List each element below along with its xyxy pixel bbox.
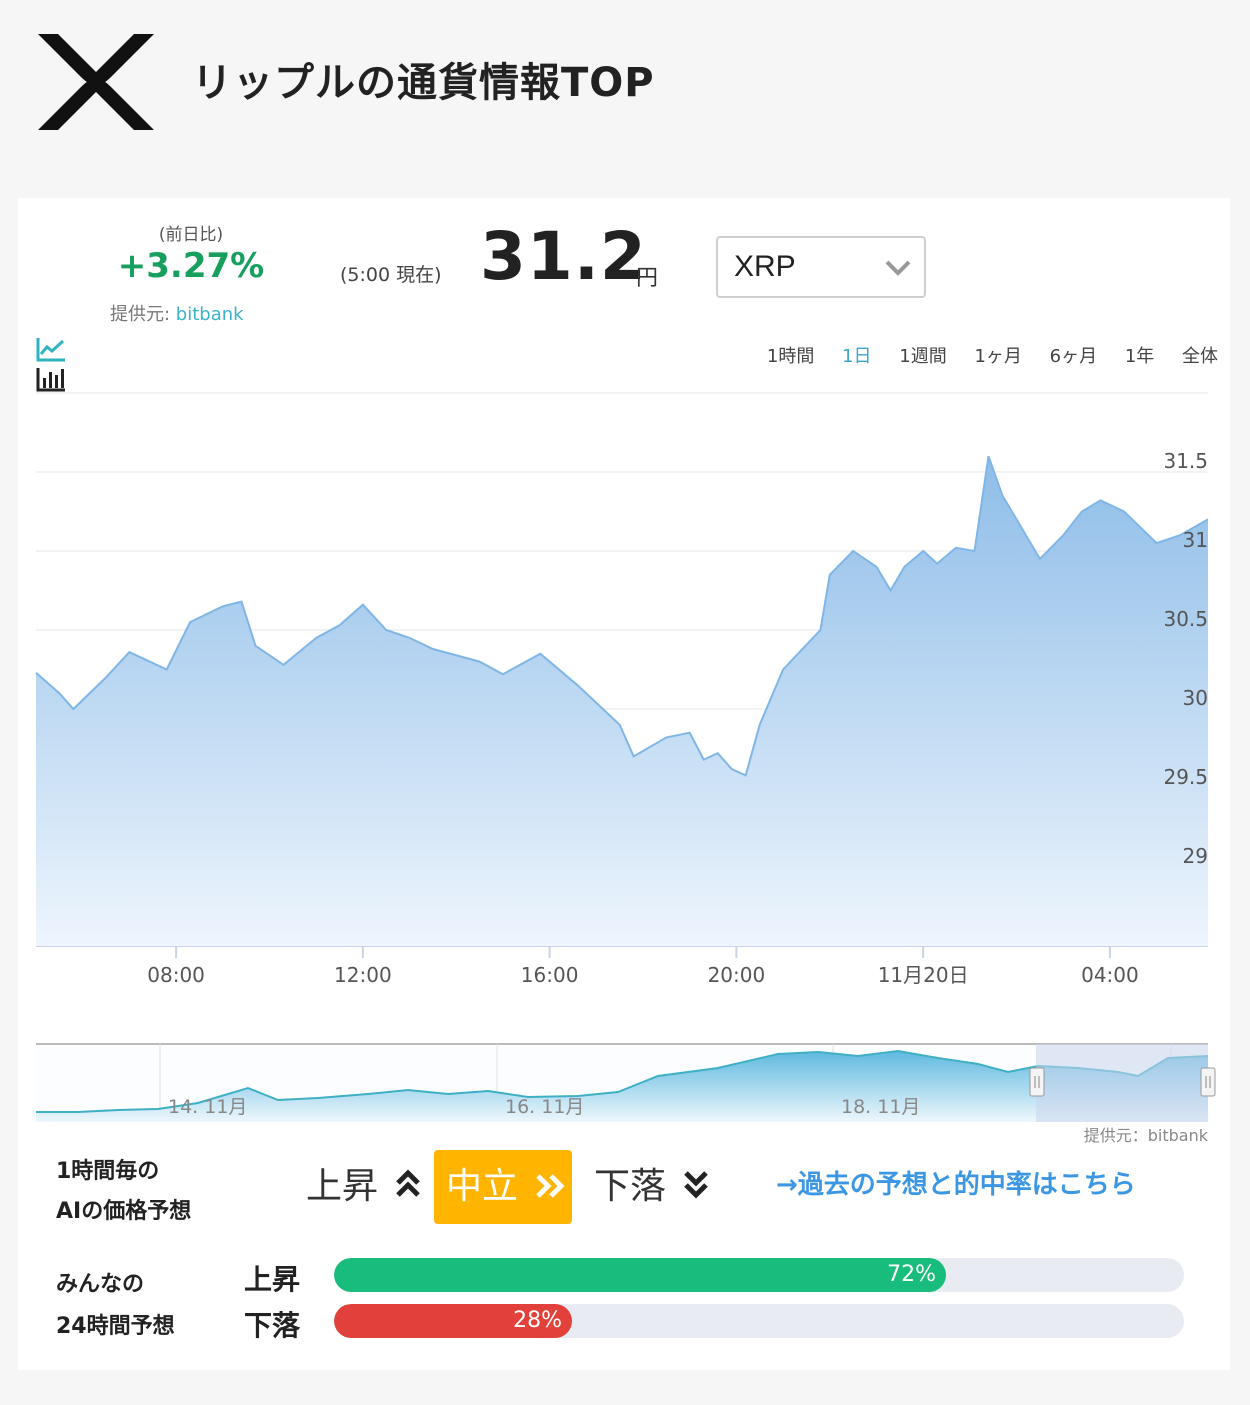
current-price: 31.2 (480, 218, 647, 295)
past-predictions-link[interactable]: →過去の予想と的中率はこちら (776, 1170, 1136, 1200)
line-chart-icon[interactable] (36, 336, 66, 366)
range-1m[interactable]: 1ヶ月 (974, 346, 1022, 367)
chart-type-switcher (36, 336, 116, 392)
currency-select-value: XRP (734, 250, 796, 283)
x-tick-label: 04:00 (1081, 963, 1139, 987)
ai-prediction-neutral: 中立 (434, 1150, 572, 1224)
range-navigator[interactable]: 14. 11月 16. 11月 18. 11月 (36, 1043, 1216, 1122)
x-tick-label: 16:00 (521, 963, 579, 987)
change-label: (前日比) (158, 225, 224, 245)
y-tick-label: 29 (1183, 844, 1208, 868)
x-tick-label: 12:00 (334, 963, 392, 987)
vote-up-bar[interactable]: 72% (334, 1258, 1184, 1292)
x-tick-label: 20:00 (708, 963, 766, 987)
x-tick-label: 08:00 (147, 963, 205, 987)
y-tick-label: 29.5 (1163, 765, 1208, 789)
vote-up-percent: 72% (887, 1262, 936, 1287)
price-area (36, 456, 1208, 946)
range-1h[interactable]: 1時間 (766, 346, 815, 367)
range-selector: 1時間 1日 1週間 1ヶ月 6ヶ月 1年 全体 (745, 342, 1218, 368)
vote-up-label: 上昇 (244, 1263, 301, 1296)
currency-select[interactable]: XRP (716, 236, 926, 298)
vote-label-line2: 24時間予想 (56, 1314, 175, 1339)
range-1w[interactable]: 1週間 (899, 346, 947, 367)
x-tick-label: 11月20日 (878, 963, 969, 987)
ai-down-label: 下落 (594, 1166, 667, 1207)
ai-prediction-down: 下落 (594, 1150, 709, 1224)
provider-note: 提供元: bitbank (110, 300, 244, 326)
provider-prefix: 提供元: (110, 304, 176, 325)
navigator-label: 16. 11月 (505, 1096, 584, 1118)
double-chevron-right-icon (535, 1151, 566, 1225)
double-chevron-down-icon (683, 1151, 709, 1225)
price-chart[interactable]: 29 29.5 30 30.5 31 31.5 08:00 12:00 16:00 20:00 1… (18, 198, 1230, 1148)
range-6m[interactable]: 6ヶ月 (1049, 346, 1098, 367)
price-card: (前日比) +3.27% 提供元: bitbank (5:00 現在) 31.2… (18, 198, 1230, 1370)
vote-down-label: 下落 (244, 1309, 301, 1342)
y-tick-label: 31.5 (1163, 449, 1208, 473)
double-chevron-up-icon (395, 1151, 421, 1225)
vote-down-bar[interactable]: 28% (334, 1304, 1184, 1338)
navigator-window[interactable] (1036, 1044, 1208, 1122)
price-line (35, 455, 1209, 777)
ai-neutral-label: 中立 (446, 1166, 519, 1207)
range-1y[interactable]: 1年 (1124, 346, 1155, 367)
ai-prediction-up: 上昇 (306, 1150, 421, 1224)
community-vote-label: みんなの 24時間予想 (56, 1264, 175, 1348)
time-note: (5:00 現在) (340, 264, 442, 286)
page-title: リップルの通貨情報TOP (192, 60, 655, 106)
navigator-provider: 提供元：bitbank (1084, 1126, 1209, 1145)
range-all[interactable]: 全体 (1182, 346, 1218, 367)
ai-label-line2: AIの価格予想 (56, 1199, 192, 1224)
xrp-logo-icon (38, 34, 154, 130)
navigator-right-handle[interactable] (1200, 1067, 1216, 1097)
vote-down-fill: 28% (334, 1304, 572, 1338)
page-header: リップルの通貨情報TOP (0, 0, 1250, 170)
ai-label-line1: 1時間毎の (56, 1159, 160, 1184)
chevron-down-icon (885, 260, 911, 276)
range-1d[interactable]: 1日 (842, 346, 872, 367)
provider-link[interactable]: bitbank (175, 304, 244, 325)
vote-up-fill: 72% (334, 1258, 946, 1292)
change-value: +3.27% (117, 246, 265, 286)
bar-chart-icon[interactable] (36, 366, 66, 396)
navigator-left-handle[interactable] (1029, 1067, 1045, 1097)
y-tick-label: 30.5 (1163, 607, 1208, 631)
vote-label-line1: みんなの (56, 1272, 145, 1297)
ai-up-label: 上昇 (306, 1166, 379, 1207)
price-unit: 円 (636, 266, 659, 291)
ai-prediction-label: 1時間毎の AIの価格予想 (56, 1152, 191, 1232)
vote-down-percent: 28% (513, 1308, 562, 1333)
navigator-area (36, 1051, 1208, 1122)
navigator-label: 14. 11月 (168, 1096, 247, 1118)
navigator-label: 18. 11月 (841, 1096, 920, 1118)
y-tick-label: 30 (1183, 686, 1208, 710)
y-tick-label: 31 (1183, 528, 1208, 552)
